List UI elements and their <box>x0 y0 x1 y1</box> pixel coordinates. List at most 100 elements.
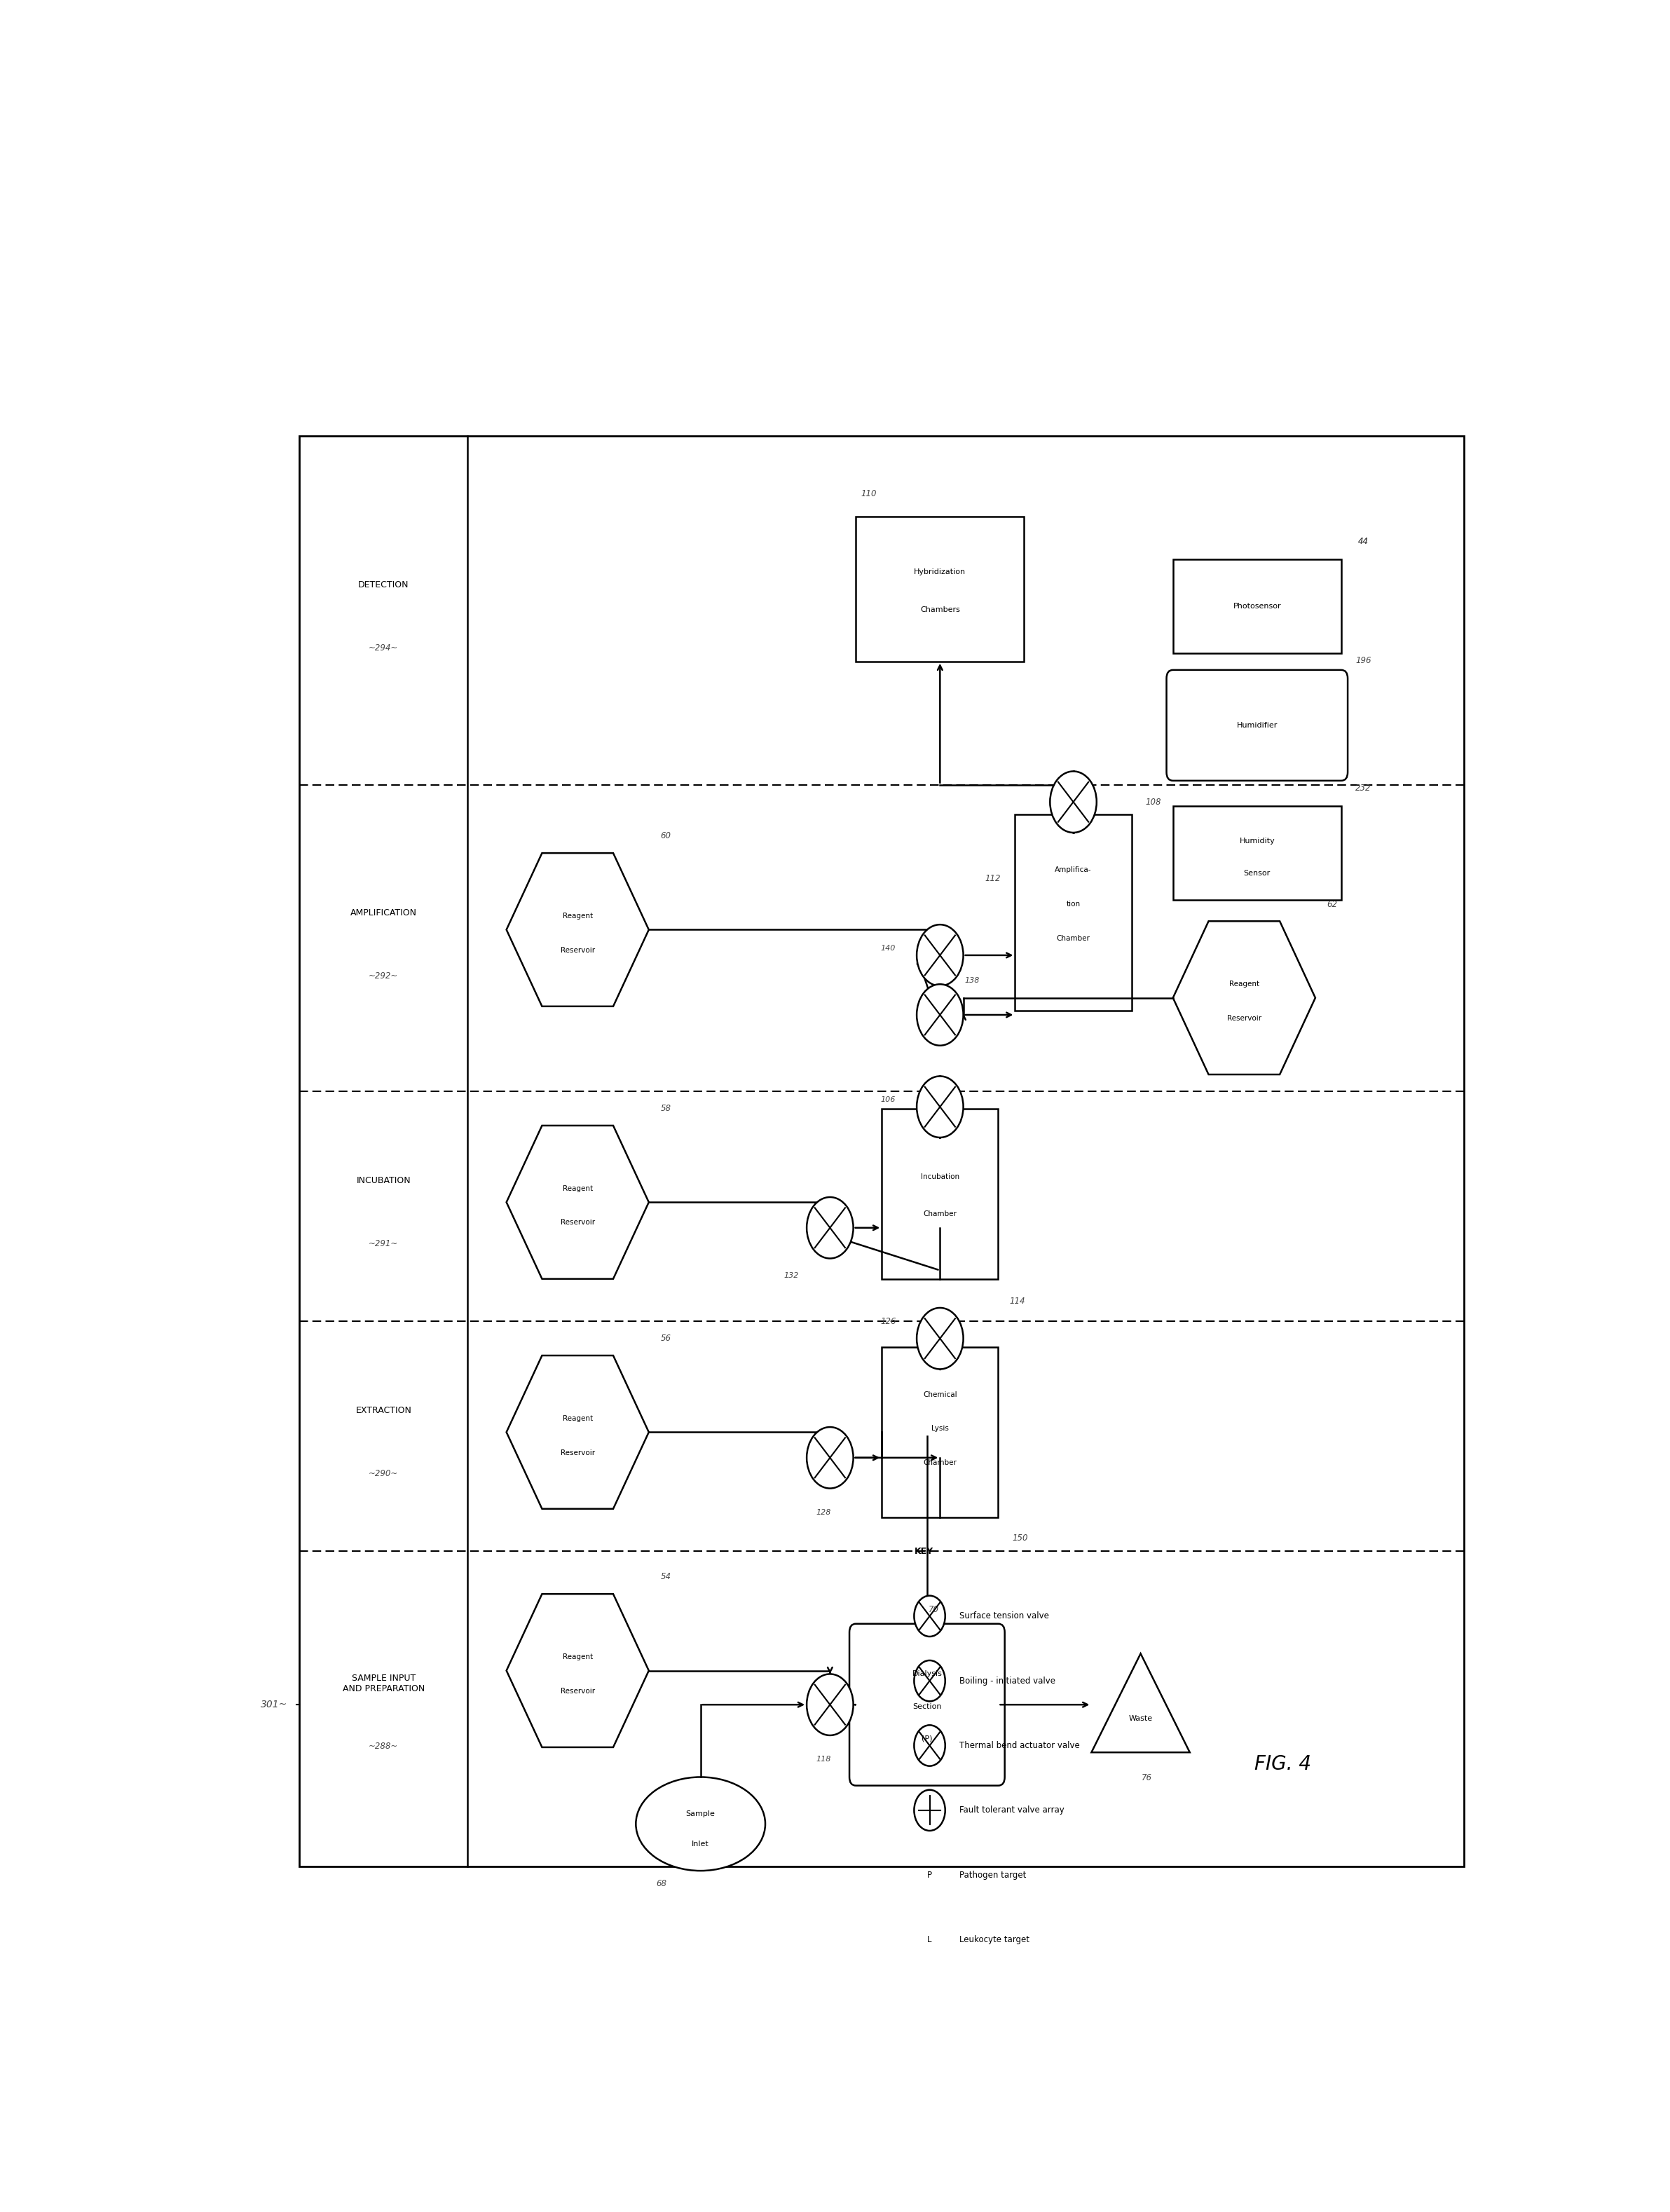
Polygon shape <box>1172 920 1316 1075</box>
Text: 54: 54 <box>660 1573 671 1582</box>
Text: EXTRACTION: EXTRACTION <box>356 1407 411 1416</box>
Text: Chemical: Chemical <box>924 1391 957 1398</box>
Text: Sample: Sample <box>686 1809 715 1818</box>
Text: 150: 150 <box>1012 1533 1029 1542</box>
Text: 108: 108 <box>1146 796 1161 807</box>
Text: Reagent: Reagent <box>1229 980 1259 989</box>
Text: ~290~: ~290~ <box>369 1469 397 1478</box>
Bar <box>1015 814 1132 1011</box>
Circle shape <box>917 984 964 1046</box>
FancyBboxPatch shape <box>850 1624 1005 1785</box>
Text: Pathogen target: Pathogen target <box>960 1871 1027 1880</box>
Text: DETECTION: DETECTION <box>357 580 409 588</box>
Text: Sensor: Sensor <box>1244 869 1271 876</box>
Text: 138: 138 <box>965 978 980 984</box>
Text: Humidity: Humidity <box>1239 838 1274 845</box>
Text: ~288~: ~288~ <box>369 1741 397 1752</box>
Circle shape <box>807 1427 853 1489</box>
Text: 301~: 301~ <box>261 1699 287 1710</box>
Circle shape <box>913 1595 945 1637</box>
Circle shape <box>807 1197 853 1259</box>
Text: Reservoir: Reservoir <box>561 1219 595 1225</box>
Text: 76: 76 <box>1142 1774 1152 1783</box>
Text: 62: 62 <box>1328 900 1338 909</box>
Text: ~292~: ~292~ <box>369 971 397 980</box>
Bar <box>882 1347 999 1517</box>
Circle shape <box>913 1725 945 1765</box>
Text: Leukocyte target: Leukocyte target <box>960 1936 1029 1944</box>
Text: Surface tension valve: Surface tension valve <box>960 1613 1049 1621</box>
Text: Fault tolerant valve array: Fault tolerant valve array <box>960 1805 1064 1814</box>
Circle shape <box>917 1077 964 1137</box>
Circle shape <box>807 1674 853 1736</box>
Polygon shape <box>506 854 648 1006</box>
Bar <box>1172 805 1341 900</box>
Text: Incubation: Incubation <box>920 1172 959 1181</box>
Text: Thermal bend actuator valve: Thermal bend actuator valve <box>960 1741 1080 1750</box>
Text: Section: Section <box>912 1703 942 1710</box>
Circle shape <box>913 1790 945 1832</box>
Text: 44: 44 <box>1358 538 1368 546</box>
Text: Reservoir: Reservoir <box>561 1688 595 1694</box>
Text: 118: 118 <box>817 1756 832 1763</box>
FancyBboxPatch shape <box>1167 670 1348 781</box>
Text: 56: 56 <box>660 1334 671 1343</box>
Text: Amplifica-: Amplifica- <box>1055 867 1092 874</box>
Text: Waste: Waste <box>1129 1714 1152 1721</box>
Text: AMPLIFICATION: AMPLIFICATION <box>351 909 417 918</box>
Text: Reagent: Reagent <box>563 914 593 920</box>
Text: 110: 110 <box>862 489 877 498</box>
Bar <box>299 436 1465 1867</box>
Polygon shape <box>506 1356 648 1509</box>
Text: Reservoir: Reservoir <box>1227 1015 1261 1022</box>
Text: 58: 58 <box>660 1104 671 1113</box>
Circle shape <box>913 1661 945 1701</box>
Text: KEY: KEY <box>913 1546 934 1555</box>
Text: Boiling - initiated valve: Boiling - initiated valve <box>960 1677 1055 1686</box>
Circle shape <box>917 1307 964 1369</box>
Text: (P): (P) <box>922 1734 932 1743</box>
Text: 140: 140 <box>880 945 895 951</box>
Text: 106: 106 <box>880 1097 895 1104</box>
Text: SAMPLE INPUT
AND PREPARATION: SAMPLE INPUT AND PREPARATION <box>342 1674 424 1692</box>
Text: Inlet: Inlet <box>691 1840 710 1847</box>
Text: 44: 44 <box>1358 538 1368 546</box>
Polygon shape <box>1092 1655 1189 1752</box>
Text: Reservoir: Reservoir <box>561 1449 595 1455</box>
Text: 68: 68 <box>656 1878 666 1889</box>
Bar <box>882 1108 999 1279</box>
Text: 128: 128 <box>817 1509 832 1515</box>
Text: Reservoir: Reservoir <box>561 947 595 953</box>
Text: Lysis: Lysis <box>932 1425 949 1431</box>
Polygon shape <box>506 1126 648 1279</box>
Text: Chamber: Chamber <box>924 1460 957 1467</box>
Text: 70: 70 <box>929 1604 939 1615</box>
Text: 114: 114 <box>1010 1296 1025 1305</box>
Text: ~294~: ~294~ <box>369 644 397 653</box>
Text: INCUBATION: INCUBATION <box>356 1177 411 1186</box>
Text: P: P <box>927 1871 932 1880</box>
Text: 196: 196 <box>1356 657 1371 666</box>
Text: Humidifier: Humidifier <box>1237 721 1278 728</box>
Text: 126: 126 <box>880 1316 897 1325</box>
Text: 232: 232 <box>1356 783 1371 792</box>
Text: Reagent: Reagent <box>563 1186 593 1192</box>
Bar <box>1172 560 1341 653</box>
Text: FIG. 4: FIG. 4 <box>1254 1754 1311 1774</box>
Text: Chambers: Chambers <box>920 606 960 613</box>
Circle shape <box>1050 772 1097 832</box>
Text: L: L <box>927 1936 932 1944</box>
Text: ~291~: ~291~ <box>369 1239 397 1248</box>
Text: Chamber: Chamber <box>1057 936 1091 942</box>
Text: 132: 132 <box>783 1272 798 1279</box>
Text: Hybridization: Hybridization <box>913 568 965 575</box>
Text: tion: tion <box>1065 900 1080 907</box>
Text: Photosensor: Photosensor <box>1232 602 1281 611</box>
Text: Reagent: Reagent <box>563 1655 593 1661</box>
Text: Chamber: Chamber <box>924 1210 957 1217</box>
Text: 60: 60 <box>660 832 671 841</box>
Text: Dialysis: Dialysis <box>912 1670 942 1677</box>
Bar <box>855 518 1024 661</box>
Circle shape <box>917 925 964 987</box>
Text: 112: 112 <box>985 874 1000 883</box>
